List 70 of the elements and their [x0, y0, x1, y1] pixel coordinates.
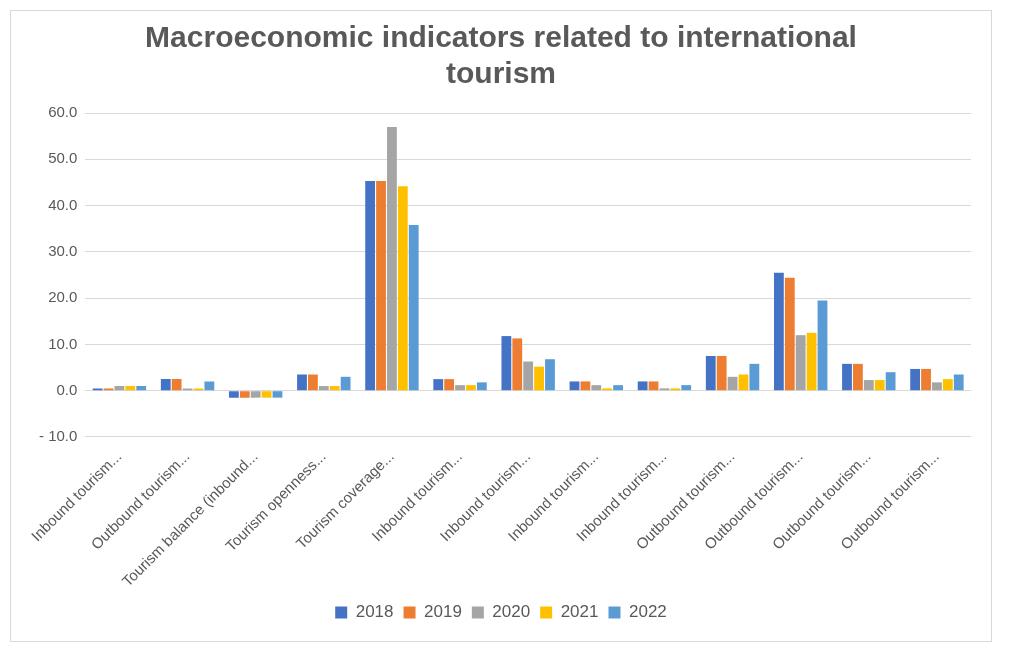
- y-tick-label: - 10.0: [39, 427, 78, 445]
- bar: [842, 363, 852, 391]
- bar: [171, 379, 182, 391]
- bar: [204, 381, 215, 391]
- bar: [444, 379, 455, 391]
- bar: [297, 374, 307, 391]
- bar: [773, 272, 784, 391]
- bar: [433, 379, 444, 391]
- bar: [476, 382, 487, 391]
- bar: [376, 181, 386, 391]
- bar: [466, 385, 476, 391]
- bar: [387, 126, 397, 391]
- bar: [705, 355, 716, 391]
- bar: [501, 336, 512, 391]
- bar: [716, 355, 727, 391]
- y-tick-label: 60.0: [48, 103, 78, 121]
- bar: [523, 361, 534, 391]
- bar: [239, 391, 250, 398]
- y-tick-label: 50.0: [48, 149, 78, 167]
- bar: [885, 372, 896, 391]
- y-tick-label: 0.0: [56, 380, 78, 398]
- bar: [910, 368, 921, 391]
- bar: [580, 381, 591, 391]
- bar: [512, 338, 523, 391]
- bar: [340, 376, 351, 391]
- legend-label: 2022: [628, 602, 667, 622]
- bar: [318, 386, 329, 391]
- bar: [228, 391, 239, 398]
- bar: [942, 379, 953, 391]
- bar: [648, 381, 659, 391]
- bar: [125, 386, 136, 391]
- bar: [874, 380, 885, 391]
- bar: [795, 335, 806, 391]
- bar: [261, 391, 272, 398]
- bar: [806, 332, 817, 391]
- y-tick-label: 20.0: [48, 288, 78, 306]
- bar: [408, 225, 419, 391]
- bar: [307, 374, 318, 391]
- bar: [681, 385, 692, 391]
- bar: [397, 186, 408, 391]
- bar: [613, 385, 624, 391]
- bar: [591, 385, 602, 391]
- bar: [784, 277, 795, 391]
- bar: [637, 381, 648, 391]
- bar: [853, 363, 863, 391]
- bar: [160, 379, 171, 391]
- bar: [749, 363, 760, 391]
- bar: [817, 300, 828, 391]
- bar: [921, 368, 931, 391]
- bar: [953, 374, 964, 391]
- bar: [569, 381, 580, 391]
- legend-label: 2020: [492, 602, 531, 622]
- y-tick-label: 30.0: [48, 241, 78, 259]
- legend-label: 2021: [560, 602, 599, 622]
- bar: [738, 374, 749, 391]
- bar: [863, 380, 874, 391]
- bar: [329, 386, 340, 391]
- bar: [136, 386, 147, 391]
- y-tick-label: 40.0: [48, 195, 78, 213]
- chart-title: Macroeconomic indicators related to international tourism: [145, 20, 857, 90]
- bar: [455, 385, 465, 391]
- bar: [272, 391, 283, 398]
- bar: [545, 359, 555, 391]
- bar: [250, 391, 261, 398]
- legend-label: 2019: [424, 602, 462, 622]
- y-tick-label: 10.0: [48, 334, 78, 352]
- bar: [534, 366, 544, 391]
- legend-label: 2018: [355, 602, 394, 622]
- bar: [932, 382, 942, 391]
- bar: [365, 181, 376, 391]
